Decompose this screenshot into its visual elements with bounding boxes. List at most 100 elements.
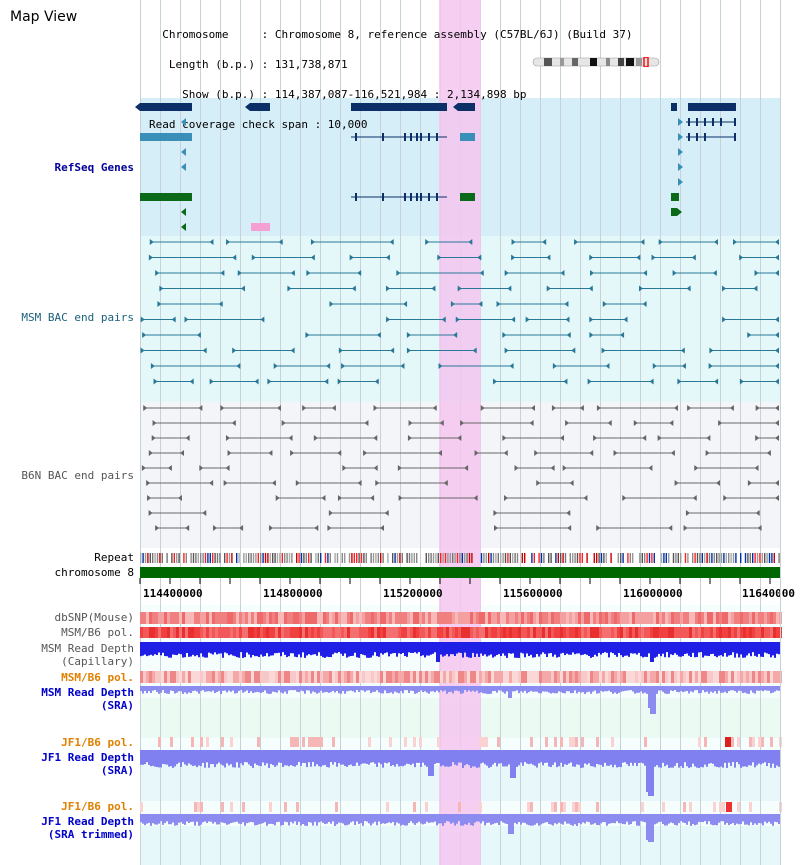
snp-cell bbox=[554, 737, 557, 747]
track-label-dbsnp[interactable]: dbSNP(Mouse) bbox=[54, 611, 134, 624]
bac-end bbox=[140, 347, 145, 354]
depth-bar bbox=[754, 814, 756, 824]
depth-bar bbox=[500, 814, 502, 822]
depth-bar bbox=[244, 750, 246, 763]
track-label-msm-depth-sra[interactable]: MSM Read Depth (SRA) bbox=[41, 687, 134, 711]
bac-end bbox=[479, 270, 484, 276]
track-label-msm-bac[interactable]: MSM BAC end pairs bbox=[21, 311, 134, 324]
depth-bar bbox=[496, 686, 498, 693]
track-label-msm-b6-pol-2[interactable]: MSM/B6 pol. bbox=[61, 671, 134, 684]
depth-bar bbox=[282, 642, 284, 653]
strand-arrow bbox=[678, 118, 683, 126]
gene-block bbox=[351, 103, 447, 111]
depth-bar bbox=[202, 750, 204, 763]
bac-end bbox=[400, 363, 405, 369]
track-label-msm-depth-capillary[interactable]: MSM Read Depth (Capillary) bbox=[41, 643, 134, 667]
track-label-repeat[interactable]: Repeat bbox=[94, 551, 134, 564]
track-label-chromosome[interactable]: chromosome 8 bbox=[54, 566, 134, 579]
snp-cell bbox=[773, 627, 776, 638]
snp-cell bbox=[260, 671, 263, 683]
depth-bar bbox=[504, 814, 506, 824]
depth-bar bbox=[284, 814, 286, 822]
repeat-mark bbox=[209, 553, 211, 563]
snp-cell bbox=[260, 612, 263, 624]
bac-end bbox=[567, 525, 572, 531]
snp-cell bbox=[170, 612, 173, 624]
snp-cell bbox=[726, 802, 732, 812]
depth-bar bbox=[322, 750, 324, 766]
repeat-mark bbox=[255, 553, 257, 563]
snp-cell bbox=[368, 671, 371, 683]
snp-cell bbox=[515, 627, 518, 638]
depth-bar bbox=[378, 642, 380, 657]
depth-bar bbox=[314, 686, 316, 693]
repeat-mark bbox=[401, 553, 403, 563]
depth-bar bbox=[486, 750, 488, 766]
repeat-mark bbox=[728, 553, 730, 563]
depth-bar bbox=[472, 686, 474, 691]
track-label-b6n-bac[interactable]: B6N BAC end pairs bbox=[21, 469, 134, 482]
bac-end bbox=[716, 480, 721, 486]
depth-bar bbox=[404, 814, 406, 826]
bac-end bbox=[327, 525, 332, 531]
depth-bar bbox=[604, 750, 606, 763]
snp-cell bbox=[155, 671, 158, 683]
depth-bar bbox=[736, 814, 738, 824]
depth-bar bbox=[164, 750, 166, 765]
bac-end bbox=[171, 316, 176, 323]
bac-end bbox=[564, 301, 569, 307]
depth-bar bbox=[592, 750, 594, 767]
depth-bar bbox=[612, 642, 614, 654]
snp-cell bbox=[647, 627, 650, 638]
track-label-msm-b6-pol-1[interactable]: MSM/B6 pol. bbox=[61, 626, 134, 639]
bac-end bbox=[157, 301, 162, 307]
depth-bar bbox=[176, 814, 178, 826]
jf1-depth-sra-line1: JF1 Read Depth bbox=[41, 751, 134, 764]
strand-arrow bbox=[678, 133, 683, 141]
depth-bar bbox=[778, 750, 780, 767]
depth-bar bbox=[648, 814, 650, 842]
depth-bar bbox=[248, 686, 250, 694]
track-label-jf1-depth-trimmed[interactable]: JF1 Read Depth (SRA trimmed) bbox=[41, 816, 134, 840]
depth-bar bbox=[600, 814, 602, 824]
depth-bar bbox=[644, 686, 646, 693]
snp-cell bbox=[347, 627, 350, 638]
depth-bar bbox=[180, 642, 182, 655]
chromosome-ideogram[interactable] bbox=[530, 52, 662, 68]
depth-bar bbox=[444, 642, 446, 656]
bac-end bbox=[565, 316, 570, 323]
snp-cell bbox=[683, 612, 686, 624]
depth-bar bbox=[416, 642, 418, 654]
depth-bar bbox=[760, 814, 762, 824]
snp-cell bbox=[446, 671, 449, 683]
track-label-jf1-b6-pol-2[interactable]: JF1/B6 pol. bbox=[61, 800, 134, 813]
snp-cell bbox=[452, 612, 455, 624]
snp-cell bbox=[671, 612, 674, 624]
snp-cell bbox=[716, 671, 719, 683]
depth-bar bbox=[324, 686, 326, 693]
bac-end bbox=[251, 254, 256, 261]
depth-bar bbox=[658, 686, 660, 691]
depth-bar bbox=[400, 686, 402, 692]
bac-end bbox=[530, 405, 535, 411]
depth-bar bbox=[694, 686, 696, 691]
depth-bar bbox=[434, 750, 436, 764]
track-label-jf1-depth-sra[interactable]: JF1 Read Depth (SRA) bbox=[41, 752, 134, 776]
repeat-mark bbox=[274, 553, 276, 563]
bac-end bbox=[438, 450, 443, 456]
snp-cell bbox=[401, 671, 404, 683]
track-label-refseq[interactable]: RefSeq Genes bbox=[54, 161, 134, 174]
depth-bar bbox=[350, 686, 352, 691]
depth-bar bbox=[708, 814, 710, 822]
depth-bar bbox=[610, 750, 612, 765]
depth-bar bbox=[750, 750, 752, 766]
track-label-jf1-b6-pol-1[interactable]: JF1/B6 pol. bbox=[61, 736, 134, 749]
depth-bar bbox=[220, 750, 222, 765]
snp-cell bbox=[266, 671, 269, 683]
depth-bar bbox=[558, 814, 560, 823]
depth-bar bbox=[270, 686, 272, 694]
depth-bar bbox=[238, 750, 240, 768]
bac-end bbox=[754, 465, 759, 471]
region-highlight[interactable] bbox=[439, 0, 481, 865]
